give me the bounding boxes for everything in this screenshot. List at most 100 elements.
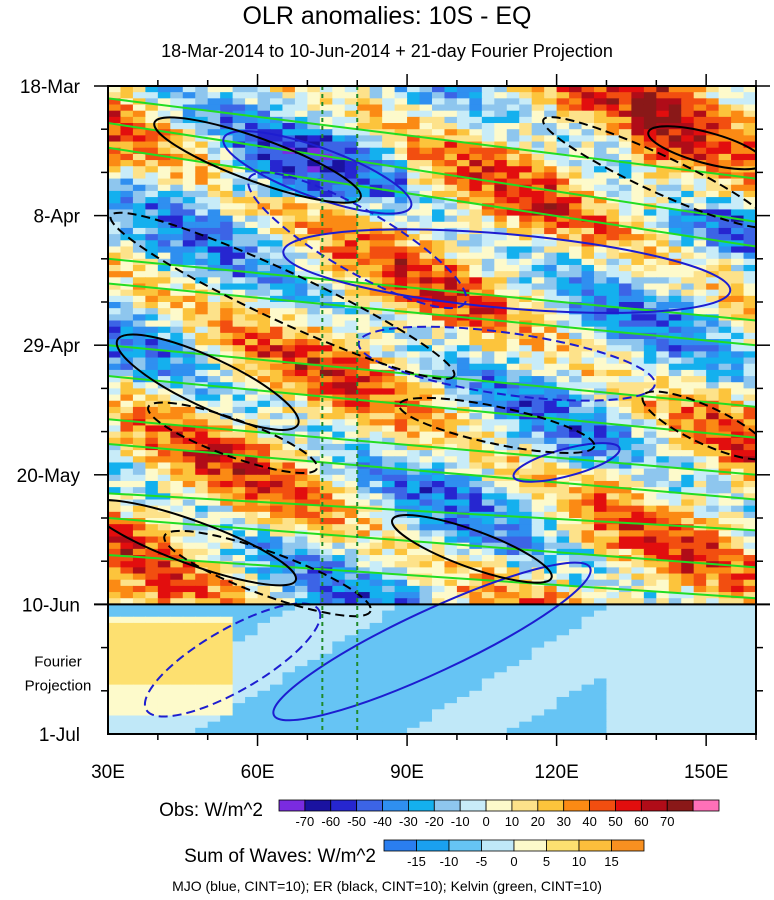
- anomaly-cell: [419, 153, 433, 161]
- anomaly-cell: [544, 92, 558, 99]
- projection-cell: [706, 653, 720, 661]
- anomaly-cell: [120, 141, 134, 149]
- anomaly-cell: [519, 197, 533, 204]
- anomaly-cell: [394, 160, 408, 167]
- anomaly-cell: [170, 160, 184, 167]
- projection-cell: [157, 653, 171, 661]
- anomaly-cell: [120, 487, 134, 494]
- anomaly-cell: [481, 153, 495, 161]
- anomaly-cell: [182, 123, 196, 130]
- projection-cell: [469, 610, 483, 618]
- anomaly-cell: [481, 363, 495, 371]
- projection-cell: [245, 622, 259, 630]
- anomaly-cell: [681, 339, 695, 346]
- anomaly-cell: [693, 530, 707, 538]
- anomaly-cell: [220, 369, 234, 377]
- anomaly-cell: [170, 505, 184, 513]
- anomaly-cell: [132, 221, 146, 229]
- anomaly-cell: [369, 190, 383, 198]
- anomaly-cell: [170, 258, 184, 266]
- anomaly-cell: [419, 116, 433, 124]
- anomaly-cell: [257, 548, 271, 556]
- anomaly-cell: [469, 468, 483, 476]
- anomaly-cell: [581, 277, 595, 285]
- anomaly-cell: [357, 289, 371, 297]
- anomaly-cell: [606, 425, 620, 433]
- anomaly-cell: [245, 536, 259, 544]
- anomaly-cell: [332, 209, 346, 217]
- anomaly-cell: [382, 135, 396, 143]
- anomaly-cell: [469, 419, 483, 427]
- anomaly-cell: [319, 536, 333, 544]
- anomaly-cell: [718, 462, 732, 470]
- projection-cell: [594, 647, 608, 655]
- projection-cell: [606, 629, 620, 636]
- anomaly-cell: [731, 382, 745, 389]
- anomaly-cell: [631, 123, 645, 130]
- projection-cell: [294, 653, 308, 661]
- anomaly-cell: [294, 388, 308, 396]
- anomaly-cell: [432, 264, 446, 272]
- anomaly-cell: [257, 339, 271, 346]
- anomaly-cell: [419, 493, 433, 501]
- anomaly-cell: [731, 252, 745, 260]
- anomaly-cell: [569, 487, 583, 494]
- anomaly-cell: [569, 345, 583, 352]
- anomaly-cell: [606, 135, 620, 143]
- anomaly-cell: [407, 221, 421, 229]
- projection-cell: [594, 666, 608, 673]
- anomaly-cell: [257, 252, 271, 260]
- anomaly-cell: [369, 246, 383, 254]
- anomaly-cell: [456, 252, 470, 260]
- anomaly-cell: [108, 536, 122, 544]
- anomaly-cell: [108, 518, 122, 525]
- anomaly-cell: [157, 86, 171, 93]
- anomaly-cell: [569, 314, 583, 322]
- anomaly-cell: [444, 555, 458, 562]
- projection-cell: [594, 610, 608, 618]
- anomaly-cell: [432, 579, 446, 587]
- anomaly-cell: [706, 308, 720, 315]
- anomaly-cell: [220, 400, 234, 408]
- anomaly-cell: [419, 345, 433, 352]
- anomaly-cell: [693, 518, 707, 525]
- anomaly-cell: [419, 184, 433, 192]
- anomaly-cell: [444, 400, 458, 408]
- anomaly-cell: [108, 264, 122, 272]
- anomaly-cell: [232, 511, 246, 519]
- anomaly-cell: [357, 363, 371, 371]
- anomaly-cell: [456, 357, 470, 365]
- anomaly-cell: [743, 264, 756, 272]
- projection-cell: [556, 629, 570, 636]
- anomaly-cell: [319, 227, 333, 235]
- anomaly-cell: [656, 542, 670, 550]
- anomaly-cell: [145, 382, 159, 389]
- anomaly-cell: [157, 345, 171, 352]
- projection-cell: [120, 647, 134, 655]
- projection-cell: [444, 616, 458, 624]
- anomaly-cell: [519, 542, 533, 550]
- anomaly-cell: [556, 332, 570, 340]
- anomaly-cell: [444, 209, 458, 217]
- anomaly-cell: [693, 363, 707, 371]
- anomaly-cell: [419, 511, 433, 519]
- anomaly-cell: [182, 499, 196, 507]
- anomaly-cell: [120, 382, 134, 389]
- anomaly-cell: [282, 530, 296, 538]
- anomaly-cell: [718, 388, 732, 396]
- anomaly-cell: [506, 326, 520, 334]
- anomaly-cell: [743, 468, 756, 476]
- anomaly-cell: [294, 487, 308, 494]
- anomaly-cell: [506, 314, 520, 322]
- anomaly-cell: [668, 289, 682, 297]
- anomaly-cell: [120, 314, 134, 322]
- anomaly-cell: [220, 190, 234, 198]
- anomaly-cell: [556, 289, 570, 297]
- anomaly-cell: [506, 339, 520, 346]
- anomaly-cell: [743, 573, 756, 581]
- projection-cell: [544, 647, 558, 655]
- anomaly-cell: [506, 388, 520, 396]
- projection-cell: [569, 604, 583, 612]
- anomaly-cell: [245, 542, 259, 550]
- anomaly-cell: [519, 308, 533, 315]
